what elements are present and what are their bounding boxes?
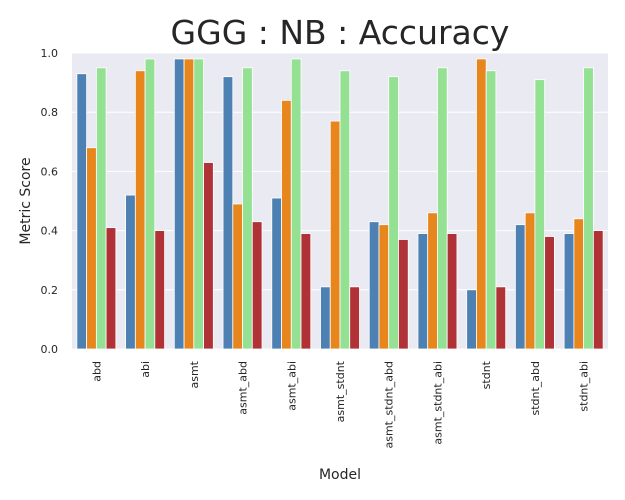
- bar-stdnt_abd-series-1: [515, 224, 526, 350]
- bar-abi-series-3: [144, 58, 156, 350]
- bar-asmt_abi-series-2: [281, 99, 292, 350]
- x-tick-labels: abd abi asmt asmt_abd asmt_abi asmt_stdnt asmt…: [90, 360, 590, 448]
- bar-asmt_stdnt_abi-series-2: [427, 212, 438, 350]
- bar-stdnt-series-3: [485, 70, 497, 350]
- bar-stdnt-series-1: [466, 289, 477, 350]
- bar-asmt_abi-series-4: [300, 233, 312, 350]
- bar-asmt_stdnt_abd-series-3: [388, 76, 399, 350]
- bar-asmt_abi-series-1: [271, 197, 282, 350]
- bar-abi-series-1: [125, 194, 136, 350]
- bar-stdnt_abi-series-2: [573, 218, 585, 350]
- bar-asmt_stdnt_abi-series-3: [437, 67, 448, 350]
- bar-stdnt_abd-series-2: [524, 212, 536, 350]
- bar-asmt_stdnt_abi-series-4: [446, 233, 458, 350]
- x-tick-label: asmt_stdnt: [334, 360, 347, 422]
- bar-asmt_abd-series-3: [242, 67, 253, 350]
- bar-abd-series-1: [76, 73, 88, 350]
- y-tick-label: 0.6: [41, 165, 59, 178]
- bar-asmt_abi-series-3: [290, 58, 302, 350]
- y-tick-label: 0.8: [41, 106, 59, 119]
- bar-stdnt_abi-series-4: [592, 230, 604, 350]
- bar-abi-series-2: [134, 70, 146, 350]
- bar-stdnt-series-4: [495, 286, 507, 350]
- bar-asmt_abd-series-1: [222, 76, 234, 350]
- bar-asmt-series-3: [193, 58, 204, 350]
- x-tick-label: stdnt: [480, 360, 493, 389]
- bar-asmt_stdnt_abd-series-1: [368, 221, 380, 350]
- x-tick-label: asmt_abi: [285, 361, 298, 411]
- bar-stdnt_abi-series-3: [583, 67, 594, 350]
- y-tick-label: 1.0: [41, 47, 59, 60]
- bar-abd-series-2: [86, 147, 97, 350]
- chart-title: GGG : NB : Accuracy: [171, 13, 510, 52]
- bar-asmt_stdnt_abd-series-2: [378, 224, 390, 350]
- bar-stdnt-series-2: [476, 58, 487, 350]
- x-tick-label: abd: [90, 361, 103, 382]
- x-axis-label: Model: [319, 467, 361, 483]
- y-axis-label: Metric Score: [18, 157, 34, 244]
- bar-asmt_stdnt-series-2: [329, 120, 341, 350]
- x-tick-label: asmt_abd: [237, 361, 250, 415]
- bar-asmt_stdnt_abi-series-1: [417, 233, 429, 350]
- x-tick-label: asmt_stdnt_abi: [431, 361, 444, 445]
- bar-stdnt_abd-series-3: [534, 79, 546, 350]
- x-tick-label: asmt: [188, 360, 201, 388]
- bar-asmt_abd-series-4: [251, 221, 263, 350]
- y-tick-labels: 0.0 0.2 0.4 0.6 0.8 1.0: [41, 47, 59, 356]
- x-tick-label: stdnt_abi: [578, 361, 591, 412]
- bar-asmt_stdnt-series-4: [349, 286, 360, 350]
- y-tick-label: 0.2: [41, 284, 59, 297]
- bar-stdnt_abd-series-4: [544, 236, 555, 350]
- bar-asmt-series-1: [173, 58, 185, 350]
- y-tick-label: 0.4: [41, 225, 59, 238]
- bar-asmt_stdnt_abd-series-4: [398, 239, 409, 350]
- bar-abi-series-4: [154, 230, 165, 350]
- x-tick-label: abi: [139, 361, 152, 378]
- bar-asmt_stdnt-series-1: [320, 286, 331, 350]
- y-tick-label: 0.0: [41, 343, 59, 356]
- bar-asmt-series-2: [183, 58, 195, 350]
- bar-abd-series-4: [105, 227, 117, 350]
- bars: [76, 58, 604, 350]
- bar-asmt_stdnt-series-3: [339, 70, 351, 350]
- bar-stdnt_abi-series-1: [563, 233, 575, 350]
- bar-abd-series-3: [95, 67, 107, 350]
- bar-asmt-series-4: [203, 162, 214, 350]
- x-tick-label: stdnt_abd: [529, 361, 542, 416]
- x-tick-label: asmt_stdnt_abd: [383, 361, 396, 449]
- bar-asmt_abd-series-2: [232, 203, 243, 350]
